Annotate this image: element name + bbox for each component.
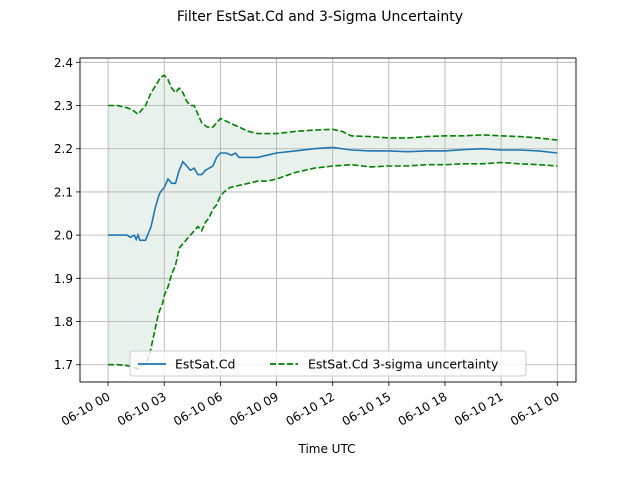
series-estsat-cd-line	[108, 146, 558, 242]
x-tick-label: 06-11 00	[508, 389, 562, 428]
series-upper-3-sigma-line	[108, 74, 558, 141]
y-tick-label: 1.8	[54, 315, 73, 329]
y-tick-label: 2.2	[54, 142, 73, 156]
legend-label-estsat-cd: EstSat.Cd	[175, 357, 235, 372]
legend-label-3-sigma: EstSat.Cd 3-sigma uncertainty	[308, 357, 499, 372]
x-tick-label: 06-10 06	[171, 389, 225, 428]
x-tick-label: 06-10 03	[115, 389, 169, 428]
legend: EstSat.Cd EstSat.Cd 3-sigma uncertainty	[129, 350, 527, 377]
x-axis-label: Time UTC	[298, 442, 356, 456]
y-tick-label: 2.0	[54, 229, 73, 243]
y-tick-label: 2.1	[54, 185, 73, 199]
chart-title: Filter EstSat.Cd and 3-Sigma Uncertainty	[177, 9, 463, 25]
x-tick-label: 06-10 15	[340, 389, 394, 428]
y-tick-label: 1.7	[54, 358, 73, 372]
series-lower-3-sigma-line	[108, 161, 558, 370]
x-tick-label: 06-10 00	[59, 389, 113, 428]
y-tick-label: 1.9	[54, 272, 73, 286]
axes-frame	[79, 57, 577, 383]
x-tick-label: 06-10 12	[283, 389, 337, 428]
legend-box	[129, 350, 527, 377]
y-tick-label: 2.3	[54, 99, 73, 113]
x-tick-label: 06-10 18	[396, 389, 450, 428]
x-tick-label: 06-10 21	[452, 389, 506, 428]
x-tick-label: 06-10 09	[227, 389, 281, 428]
y-tick-label: 2.4	[54, 56, 73, 70]
